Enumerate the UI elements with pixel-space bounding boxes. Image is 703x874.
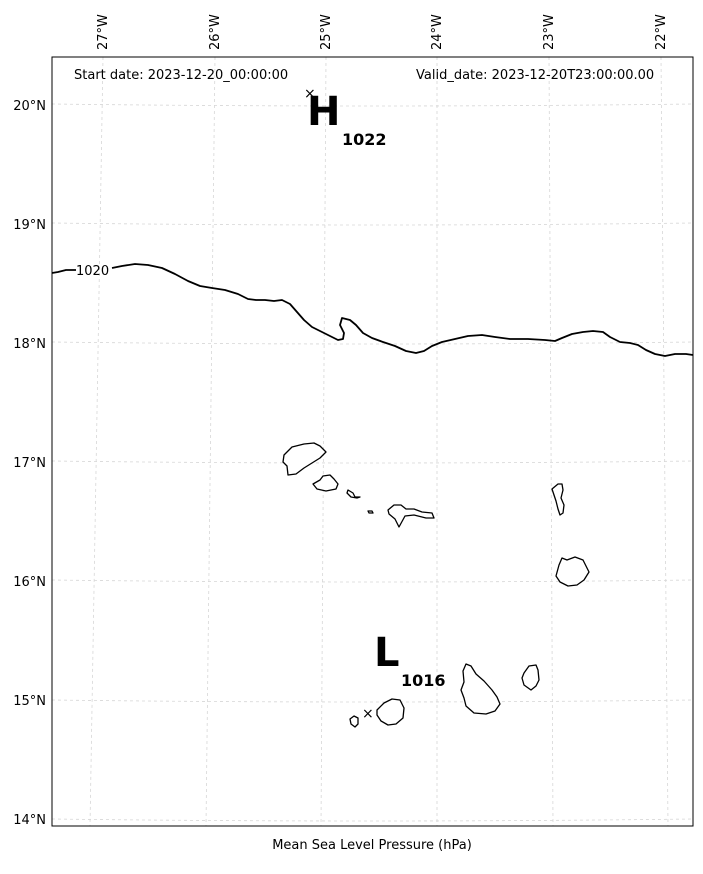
meridian-27w xyxy=(89,56,104,827)
parallel-19n xyxy=(51,222,694,226)
island-sal xyxy=(551,483,565,516)
low-pressure-symbol: L xyxy=(374,630,400,676)
lat-label-19n: 19°N xyxy=(13,218,46,233)
meridian-26w xyxy=(205,56,216,827)
parallel-15n xyxy=(51,699,694,703)
isobar-1020-label: 1020 xyxy=(76,264,109,279)
low-pressure-value: 1016 xyxy=(401,671,446,690)
island-santo-antao xyxy=(282,442,327,476)
cape-verde-islands xyxy=(282,442,590,728)
high-pressure-symbol: H xyxy=(307,89,340,135)
map-frame xyxy=(51,56,694,827)
parallel-17n xyxy=(51,460,694,464)
start-date-label: Start date: 2023-12-20_00:00:00 xyxy=(74,68,288,83)
lon-label-23w: 23°W xyxy=(542,14,557,50)
isobar-1020-line xyxy=(51,263,694,357)
low-center-marker: × xyxy=(362,706,374,722)
lat-label-18n: 18°N xyxy=(13,337,46,352)
lat-label-17n: 17°N xyxy=(13,456,46,471)
lon-label-27w: 27°W xyxy=(96,14,111,50)
lat-label-14n: 14°N xyxy=(13,813,46,828)
high-center-marker: × xyxy=(304,86,316,102)
parallel-16n xyxy=(51,579,694,583)
lat-label-20n: 20°N xyxy=(13,99,46,114)
map-xlabel: Mean Sea Level Pressure (hPa) xyxy=(272,838,472,853)
latitude-labels: 20°N 19°N 18°N 17°N 16°N 15°N 14°N xyxy=(13,99,46,828)
island-fogo xyxy=(376,698,405,726)
lat-label-16n: 16°N xyxy=(13,575,46,590)
island-brava xyxy=(349,715,359,728)
meridian-22w xyxy=(660,56,669,827)
high-pressure-value: 1022 xyxy=(342,130,387,149)
parallel-20n xyxy=(51,103,694,107)
valid-date-label: Valid_date: 2023-12-20T23:00:00.00 xyxy=(416,68,654,83)
island-santiago xyxy=(460,663,501,715)
meridian-25w xyxy=(320,56,327,827)
island-boa-vista xyxy=(555,556,590,587)
lon-label-25w: 25°W xyxy=(319,14,334,50)
lon-label-26w: 26°W xyxy=(208,14,223,50)
lon-label-22w: 22°W xyxy=(654,14,669,50)
graticule xyxy=(51,56,694,827)
island-santa-luzia xyxy=(346,489,361,499)
lon-label-24w: 24°W xyxy=(430,14,445,50)
longitude-labels: 27°W 26°W 25°W 24°W 23°W 22°W xyxy=(96,14,669,50)
island-branco xyxy=(367,510,374,514)
island-sao-vicente xyxy=(312,474,339,492)
lat-label-15n: 15°N xyxy=(13,694,46,709)
parallel-14n xyxy=(51,818,694,822)
parallel-18n xyxy=(51,341,694,345)
island-sao-nicolau xyxy=(387,504,435,528)
meridian-23w xyxy=(548,56,554,827)
island-maio xyxy=(521,664,540,691)
